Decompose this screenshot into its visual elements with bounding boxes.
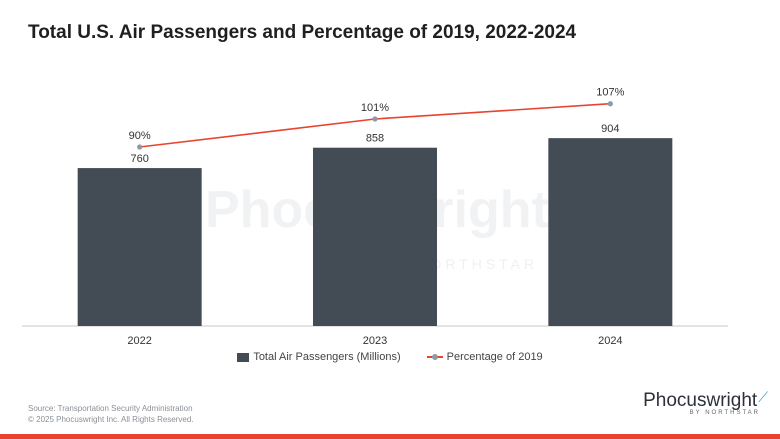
copyright-line: © 2025 Phocuswright Inc. All Rights Rese… (28, 415, 194, 424)
legend-label-line: Percentage of 2019 (446, 351, 543, 363)
legend-swatch-line (426, 354, 443, 360)
bar-label-2022: 760 (130, 153, 148, 165)
x-tick-label-2023: 2023 (363, 335, 387, 347)
line-point-2023 (372, 116, 378, 122)
chart-legend: Total Air Passengers (Millions) Percenta… (0, 351, 780, 363)
logo-mark-icon: ⟋ (758, 389, 768, 405)
bar-2022 (77, 168, 202, 326)
source-line: Source: Transportation Security Administ… (28, 404, 193, 413)
logo-subtext: BY NORTHSTAR (689, 410, 760, 416)
legend-item-line: Percentage of 2019 (426, 351, 543, 363)
source-note: Source: Transportation Security Administ… (28, 403, 194, 425)
bar-label-2024: 904 (601, 123, 619, 135)
bar-label-2023: 858 (366, 133, 384, 145)
line-point-2022 (137, 144, 143, 150)
bar-2023 (313, 147, 437, 326)
footer-accent-bar (0, 434, 780, 439)
x-tick-label-2024: 2024 (598, 335, 622, 347)
legend-label-bars: Total Air Passengers (Millions) (253, 351, 401, 363)
line-label-2024: 107% (596, 87, 624, 99)
x-tick-label-2022: 2022 (127, 335, 151, 347)
phocuswright-logo: Phocuswright ⟋ BY NORTHSTAR (643, 390, 768, 416)
legend-swatch-bars (237, 352, 250, 362)
line-label-2022: 90% (129, 130, 151, 142)
logo-text: Phocuswright (643, 390, 758, 411)
line-label-2023: 101% (361, 102, 389, 114)
page-title: Total U.S. Air Passengers and Percentage… (28, 22, 577, 43)
bar-2024 (548, 138, 673, 326)
legend-item-bars: Total Air Passengers (Millions) (237, 351, 401, 363)
line-point-2024 (607, 101, 613, 107)
